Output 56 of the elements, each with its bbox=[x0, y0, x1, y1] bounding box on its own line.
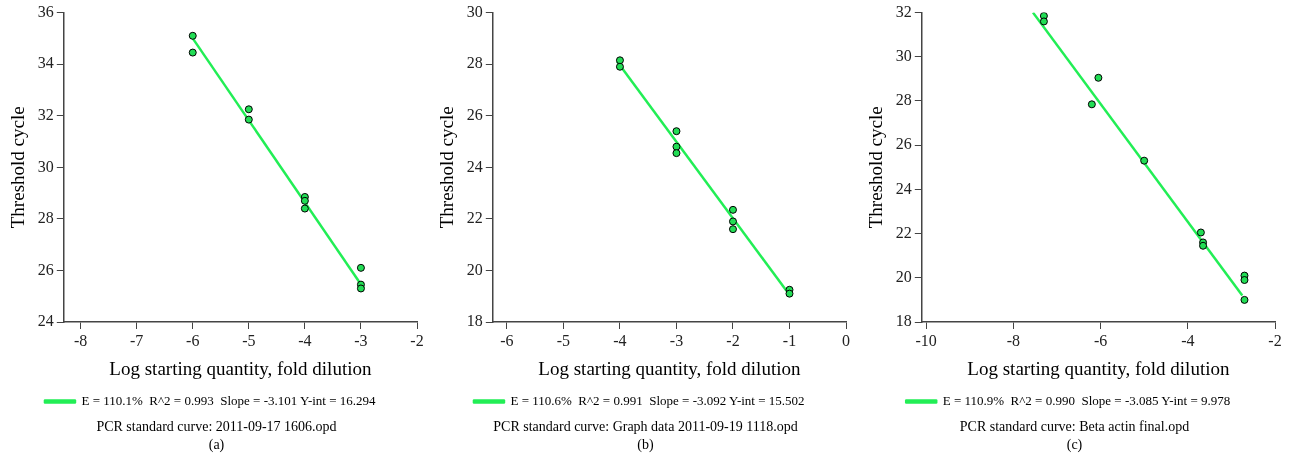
x-tick-label: -3 bbox=[354, 331, 368, 349]
y-tick-label: 26 bbox=[895, 135, 912, 153]
x-tick-label: -1 bbox=[782, 331, 797, 349]
y-tick-label: 28 bbox=[466, 54, 483, 72]
x-tick-label: -5 bbox=[242, 331, 256, 349]
text: PCR standard curve: 2011-09-17 1606.opd bbox=[95, 418, 338, 436]
y-tick-label: 20 bbox=[895, 268, 912, 285]
x-tick-label: -2 bbox=[1268, 331, 1282, 349]
x-tick-label: -4 bbox=[298, 331, 312, 349]
legend-label: E = 110.6% R^2 = 0.991 Slope = -3.092 Y-int = 15.502 bbox=[510, 392, 805, 408]
y-tick-label: 36 bbox=[37, 2, 54, 20]
y-axis-title: Threshold cycle bbox=[436, 106, 458, 229]
text: (a) bbox=[207, 436, 226, 454]
x-tick-label: -8 bbox=[1006, 331, 1021, 349]
x-tick-label: 0 bbox=[842, 331, 850, 349]
y-tick-label: 18 bbox=[466, 312, 483, 330]
x-tick-label: -2 bbox=[410, 331, 424, 349]
y-tick-label: 30 bbox=[37, 157, 54, 175]
text: PCR standard curve: Graph data 2011-09-19 1118.opd bbox=[492, 418, 799, 436]
x-tick-label: -10 bbox=[915, 331, 937, 349]
x-tick-label: -7 bbox=[130, 331, 144, 349]
x-tick-label: -8 bbox=[73, 331, 88, 349]
text: (c) bbox=[1065, 436, 1084, 454]
text: (b) bbox=[636, 436, 655, 454]
legend-label: E = 110.1% R^2 = 0.993 Slope = -3.101 Y-int = 16.294 bbox=[81, 392, 377, 408]
y-tick-label: 26 bbox=[466, 105, 483, 123]
x-axis-title: Log starting quantity, fold dilution bbox=[538, 357, 801, 379]
y-tick-label: 24 bbox=[466, 157, 483, 175]
y-tick-label: 32 bbox=[895, 2, 912, 20]
x-tick-label: -4 bbox=[613, 331, 627, 349]
y-tick-label: 30 bbox=[466, 2, 483, 20]
y-tick-label: 24 bbox=[895, 179, 912, 197]
y-tick-label: 28 bbox=[895, 91, 912, 109]
y-tick-label: 22 bbox=[466, 209, 483, 227]
x-tick-label: -6 bbox=[500, 331, 514, 349]
x-axis-title: Log starting quantity, fold dilution bbox=[967, 357, 1230, 379]
y-tick-label: 34 bbox=[37, 54, 54, 72]
x-axis-title: Log starting quantity, fold dilution bbox=[109, 357, 372, 379]
y-tick-label: 26 bbox=[37, 260, 54, 278]
y-tick-label: 28 bbox=[37, 209, 54, 227]
y-axis-title: Threshold cycle bbox=[865, 106, 887, 229]
y-tick-label: 24 bbox=[37, 312, 54, 330]
y-tick-label: 32 bbox=[37, 105, 54, 123]
text: PCR standard curve: Beta actin final.opd bbox=[958, 418, 1191, 436]
x-tick-label: -3 bbox=[669, 331, 684, 349]
x-tick-label: -6 bbox=[1093, 331, 1108, 349]
x-tick-label: -2 bbox=[726, 331, 740, 349]
x-tick-label: -5 bbox=[556, 331, 571, 349]
y-tick-label: 30 bbox=[895, 47, 912, 64]
legend-label: E = 110.9% R^2 = 0.990 Slope = -3.085 Y-int = 9.978 bbox=[942, 392, 1231, 408]
y-axis-title: Threshold cycle bbox=[7, 106, 29, 229]
y-tick-label: 22 bbox=[895, 223, 912, 241]
x-tick-label: -6 bbox=[186, 331, 200, 349]
x-tick-label: -4 bbox=[1181, 331, 1195, 349]
y-tick-label: 20 bbox=[466, 260, 483, 278]
y-tick-label: 18 bbox=[895, 312, 912, 330]
